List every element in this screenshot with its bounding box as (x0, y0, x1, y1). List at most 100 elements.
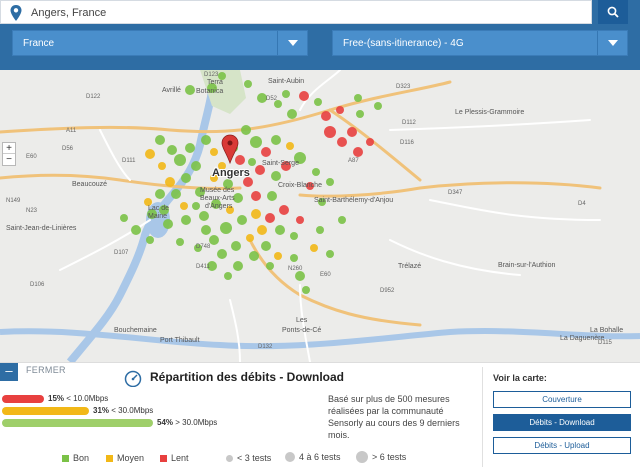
place-label: Brain-sur-l'Authion (498, 262, 555, 269)
road-label: D112 (402, 120, 417, 126)
measurement-dot (146, 236, 154, 244)
divider (482, 367, 483, 467)
place-label: Le Plessis-Grammoire (455, 109, 524, 116)
road-label: D106 (30, 282, 45, 288)
road-network (0, 70, 602, 362)
measurement-dot (199, 211, 209, 221)
road-label: D347 (448, 190, 463, 196)
measurement-dot (296, 216, 304, 224)
measurement-dot (326, 250, 334, 258)
zoom-out-button[interactable]: − (6, 154, 12, 165)
legend-label: < 3 tests (237, 453, 272, 463)
measurement-dot (218, 162, 226, 170)
measurement-dot (287, 109, 297, 119)
measurement-dot (310, 244, 318, 252)
measurement-dot (275, 225, 285, 235)
place-label: Saint-Barthélemy-d'Anjou (314, 197, 393, 204)
measurement-dot (336, 106, 344, 114)
place-label: Croix-Blanche (278, 182, 322, 189)
network-select[interactable]: Free-(sans-itinerance) - 4G (332, 30, 628, 56)
measurement-dot (224, 272, 232, 280)
place-label: La Daguenère (560, 335, 604, 342)
measurement-dot (248, 158, 256, 166)
measurement-dot (167, 145, 177, 155)
measurement-dot (145, 149, 155, 159)
place-label: Avrillé (162, 87, 181, 94)
measurement-dot (163, 219, 173, 229)
close-label[interactable]: FERMER (26, 365, 66, 375)
legend-size-medium: 4 à 6 tests (285, 452, 341, 462)
road-label: N149 (6, 198, 21, 204)
legend-label: 4 à 6 tests (299, 452, 341, 462)
measurement-dot (261, 241, 271, 251)
measurement-dot (165, 177, 175, 187)
road-label: D4 (578, 201, 586, 207)
country-select-value: France (23, 37, 55, 49)
place-label: Port Thibault (160, 337, 200, 344)
measurement-dot (201, 135, 211, 145)
measurement-dot (337, 137, 347, 147)
legend-medium: Moyen (106, 453, 144, 463)
city-marker[interactable] (221, 134, 239, 165)
road-label: N23 (26, 208, 38, 214)
legend-swatch (106, 454, 113, 462)
measurement-dot (321, 111, 331, 121)
place-label: Trélazé (398, 263, 421, 270)
measurement-dot (174, 154, 186, 166)
search-box (0, 0, 592, 24)
road-label: D123 (204, 72, 219, 78)
measurement-dot (354, 94, 362, 102)
measurement-dot (207, 83, 217, 93)
place-label: Saint-Aubin (268, 78, 304, 85)
measurement-dot (374, 102, 382, 110)
measurement-dot (185, 143, 195, 153)
measurement-dot (326, 178, 334, 186)
measurement-dot (290, 232, 298, 240)
road-label: D52 (266, 96, 278, 102)
upload-button[interactable]: Débits - Upload (493, 437, 631, 454)
measurement-dot (191, 161, 201, 171)
search-button[interactable] (598, 0, 628, 24)
place-label: Beaux-Arts (200, 195, 235, 202)
measurement-dot (223, 179, 233, 189)
measurement-dot (257, 225, 267, 235)
measurement-dot (279, 205, 289, 215)
measurement-dot (220, 222, 232, 234)
measurement-dot (274, 252, 282, 260)
legend-label: > 6 tests (372, 452, 407, 462)
measurement-dot (201, 225, 211, 235)
road-label: D115 (598, 340, 613, 346)
measurement-dot (266, 262, 274, 270)
measurement-dot (318, 198, 326, 206)
speedometer-icon (124, 370, 142, 387)
park (200, 70, 246, 114)
map-pin-icon (10, 5, 22, 21)
measurement-dot (255, 165, 265, 175)
place-label: Terra (207, 79, 223, 86)
zoom-in-button[interactable]: + (3, 143, 15, 154)
legend-label: Moyen (117, 453, 145, 463)
measurement-dot (235, 155, 245, 165)
measurement-dot (286, 142, 294, 150)
road-label: E60 (26, 154, 37, 160)
measurement-dot (316, 226, 324, 234)
place-label: Ponts-de-Cé (282, 327, 321, 334)
download-button[interactable]: Débits - Download (493, 414, 631, 431)
country-select[interactable]: France (12, 30, 308, 56)
legend-label: Lent (171, 453, 189, 463)
measurement-dot (265, 213, 275, 223)
map-view[interactable]: Avrillé Terra Botanica Saint-Aubin Beauc… (0, 70, 640, 362)
coverage-button[interactable]: Couverture (493, 391, 631, 408)
search-input[interactable] (31, 3, 571, 23)
city-label: Angers (212, 167, 250, 179)
minus-icon[interactable]: – (0, 363, 18, 381)
bar-fill (2, 419, 153, 427)
place-label: Bouchemaine (114, 327, 157, 334)
legend-swatch (62, 454, 69, 462)
legend-dot (226, 454, 233, 462)
measurement-dot (181, 173, 191, 183)
measurement-dot (306, 182, 314, 190)
measurement-dot (249, 251, 259, 261)
measurement-dot (231, 241, 241, 251)
place-label: Beaucouzé (72, 181, 107, 188)
